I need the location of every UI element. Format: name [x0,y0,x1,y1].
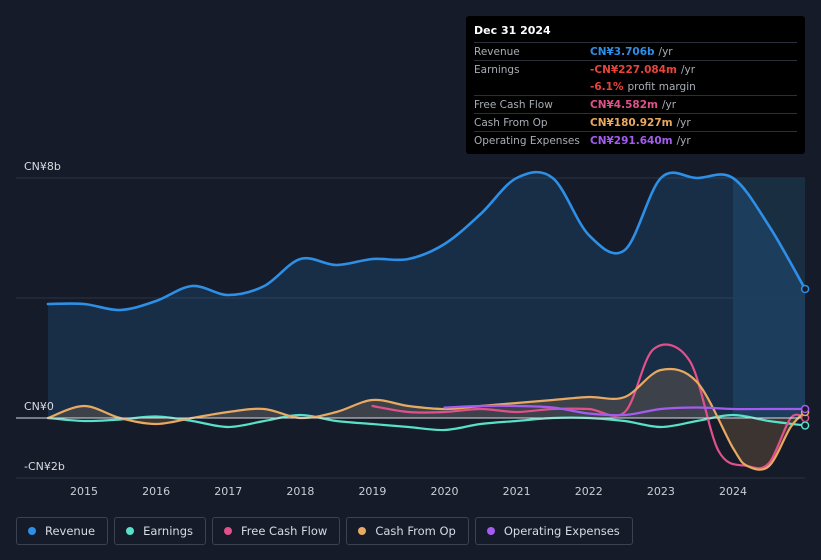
x-tick-label: 2022 [575,485,603,498]
legend-label: Operating Expenses [503,524,620,538]
tooltip-value: CN¥3.706b [590,45,655,58]
legend-dot-icon [358,527,367,535]
tooltip-row-opex: Operating Expenses CN¥291.640m /yr [474,132,797,149]
tooltip-unit: /yr [676,116,691,129]
series-line-free-cash-flow [371,343,807,470]
series-area-revenue [47,172,806,418]
x-tick-label: 2016 [142,485,170,498]
tooltip-unit: /yr [676,134,691,147]
x-tick-label: 2019 [358,485,386,498]
legend-label: Revenue [45,524,96,538]
series-endpoint-revenue [800,284,810,294]
forecast-highlight-band [733,178,805,418]
legend-dot-icon [126,527,135,535]
tooltip: Dec 31 2024 Revenue CN¥3.706b /yr Earnin… [466,16,805,154]
legend-item-earnings[interactable]: Earnings [114,517,206,545]
tooltip-unit: /yr [680,63,696,76]
tooltip-unit: /yr [661,98,677,111]
x-tick-label: 2021 [503,485,531,498]
tooltip-value: CN¥291.640m [590,134,673,147]
x-tick-label: 2017 [214,485,242,498]
series-endpoints [800,284,810,430]
tooltip-row-earnings: Earnings -CN¥227.084m /yr [474,61,797,78]
x-tick-label: 2024 [719,485,747,498]
legend-item-cash-from-op[interactable]: Cash From Op [346,517,469,545]
tooltip-label: Free Cash Flow [474,98,553,111]
x-axis-labels: 2015 2016 2017 2018 2019 2020 2021 2022 2023 2024 [70,485,747,498]
legend-dot-icon [486,527,495,535]
gridlines [16,177,805,479]
tooltip-label: Earnings [474,63,520,76]
legend-dot-icon [224,527,232,535]
tooltip-date: Dec 31 2024 [474,24,797,43]
tooltip-value: -6.1% [590,80,624,93]
tooltip-label: Operating Expenses [474,134,580,147]
tooltip-row-fcf: Free Cash Flow CN¥4.582m /yr [474,96,797,114]
tooltip-row-cfo: Cash From Op CN¥180.927m /yr [474,114,797,132]
legend-label: Earnings [143,524,193,538]
tooltip-row-revenue: Revenue CN¥3.706b /yr [474,43,797,61]
tooltip-unit: /yr [658,45,673,58]
tooltip-row-margin: -6.1% profit margin [474,78,797,96]
y-tick-label: CN¥8b [24,160,61,173]
series-areas [47,172,806,470]
series-endpoint-earnings [800,421,810,430]
series-line-operating-expenses [443,404,807,417]
legend-item-operating-expenses[interactable]: Operating Expenses [474,517,633,545]
legend-item-revenue[interactable]: Revenue [16,517,109,545]
series-line-revenue [46,170,807,312]
y-axis-labels: CN¥8b CN¥0 -CN¥2b [24,160,65,473]
x-tick-label: 2018 [286,485,314,498]
tooltip-unit: profit margin [627,80,696,93]
series-endpoint-operating-expenses [800,404,810,414]
y-tick-label: -CN¥2b [24,460,65,473]
x-tick-label: 2020 [431,485,459,498]
tooltip-value: -CN¥227.084m [590,63,677,76]
x-tick-label: 2023 [647,485,675,498]
tooltip-value: CN¥180.927m [590,116,673,129]
tooltip-label: Revenue [474,45,520,58]
tooltip-label: Cash From Op [474,116,548,129]
x-tick-label: 2015 [70,485,98,498]
y-tick-label: CN¥0 [24,400,54,413]
legend-dot-icon [28,527,36,535]
tooltip-value: CN¥4.582m [590,98,658,111]
legend-item-free-cash-flow[interactable]: Free Cash Flow [212,517,341,545]
legend-label: Free Cash Flow [241,524,328,538]
legend: Revenue Earnings Free Cash Flow Cash Fro… [16,517,639,545]
legend-label: Cash From Op [375,524,456,538]
